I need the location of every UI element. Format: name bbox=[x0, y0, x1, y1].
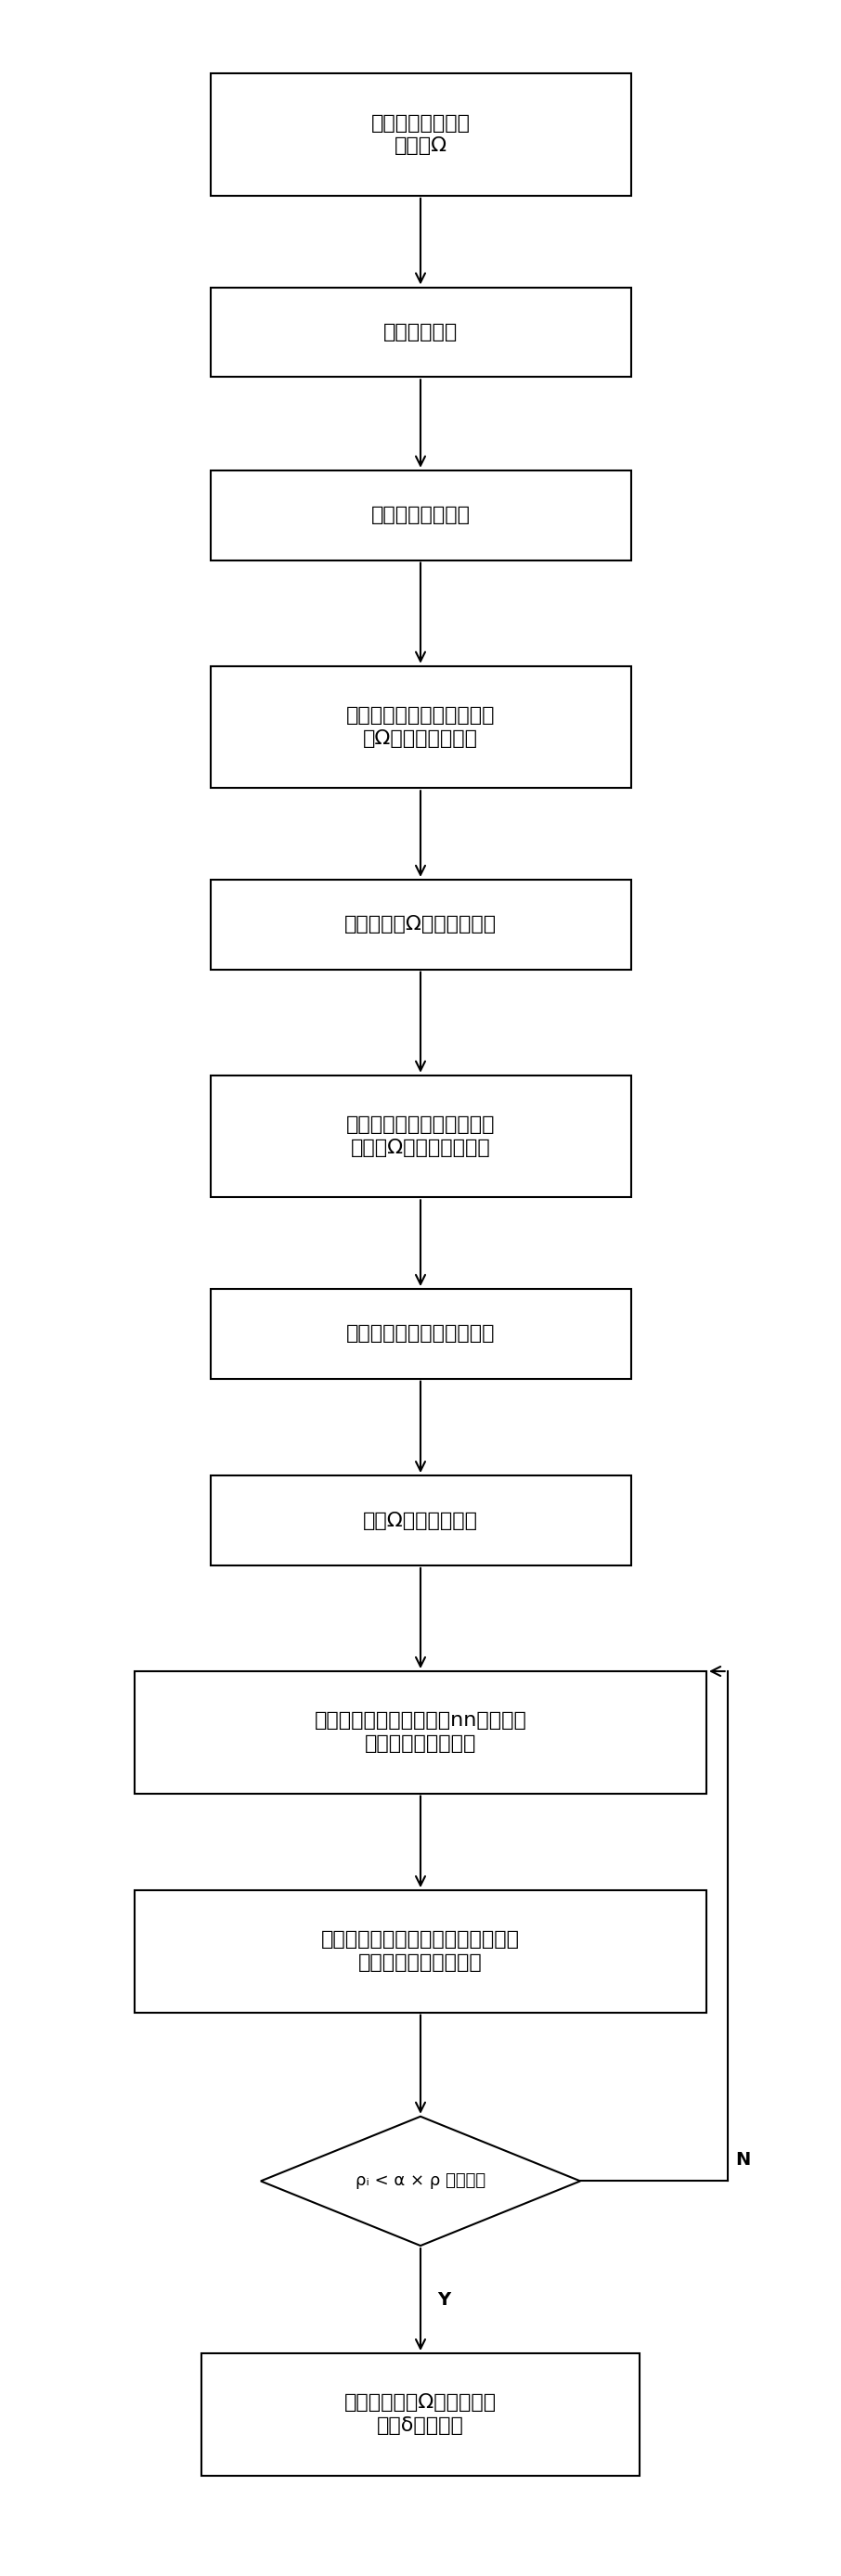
Text: N: N bbox=[736, 2151, 751, 2169]
Text: 优化选择算法参数: 优化选择算法参数 bbox=[371, 505, 470, 526]
Text: 由样本密度中心出发选择nn个初始粒
子作为密度骨架起点: 由样本密度中心出发选择nn个初始粒 子作为密度骨架起点 bbox=[315, 1710, 526, 1754]
Polygon shape bbox=[261, 2117, 580, 2246]
FancyBboxPatch shape bbox=[210, 75, 631, 196]
FancyBboxPatch shape bbox=[210, 878, 631, 969]
FancyBboxPatch shape bbox=[135, 1672, 706, 1793]
Text: 绘制决策图并识别密度中心: 绘制决策图并识别密度中心 bbox=[346, 1324, 495, 1342]
FancyBboxPatch shape bbox=[210, 286, 631, 376]
FancyBboxPatch shape bbox=[210, 667, 631, 788]
Text: 计算Ω的相似度矩阵: 计算Ω的相似度矩阵 bbox=[363, 1512, 478, 1530]
FancyBboxPatch shape bbox=[210, 1288, 631, 1378]
Text: 归一化预处理: 归一化预处理 bbox=[383, 322, 458, 343]
Text: 剩余样本根据Ω的距离分布
特性δ进行归类: 剩余样本根据Ω的距离分布 特性δ进行归类 bbox=[344, 2393, 497, 2434]
FancyBboxPatch shape bbox=[135, 1891, 706, 2012]
FancyBboxPatch shape bbox=[202, 2354, 639, 2476]
FancyBboxPatch shape bbox=[210, 1476, 631, 1566]
FancyBboxPatch shape bbox=[210, 1074, 631, 1198]
Text: 原始变压器油色谱
数据集Ω: 原始变压器油色谱 数据集Ω bbox=[371, 113, 470, 155]
Text: 计算数据集Ω中的样本距离: 计算数据集Ω中的样本距离 bbox=[344, 914, 497, 933]
Text: 运用无参密度估计获取数据
集Ω的密度分布特性: 运用无参密度估计获取数据 集Ω的密度分布特性 bbox=[346, 706, 495, 747]
Text: 并行连接相似度最高且样本密度递减
的样本点构成骨架结构: 并行连接相似度最高且样本密度递减 的样本点构成骨架结构 bbox=[321, 1929, 520, 1973]
Text: Y: Y bbox=[437, 2290, 451, 2308]
FancyBboxPatch shape bbox=[210, 471, 631, 559]
Text: 根据样本距离和密度分布特
性计算Ω的距离分布特性: 根据样本距离和密度分布特 性计算Ω的距离分布特性 bbox=[346, 1115, 495, 1157]
Text: ρᵢ < α × ρ 密度中心: ρᵢ < α × ρ 密度中心 bbox=[356, 2172, 485, 2190]
